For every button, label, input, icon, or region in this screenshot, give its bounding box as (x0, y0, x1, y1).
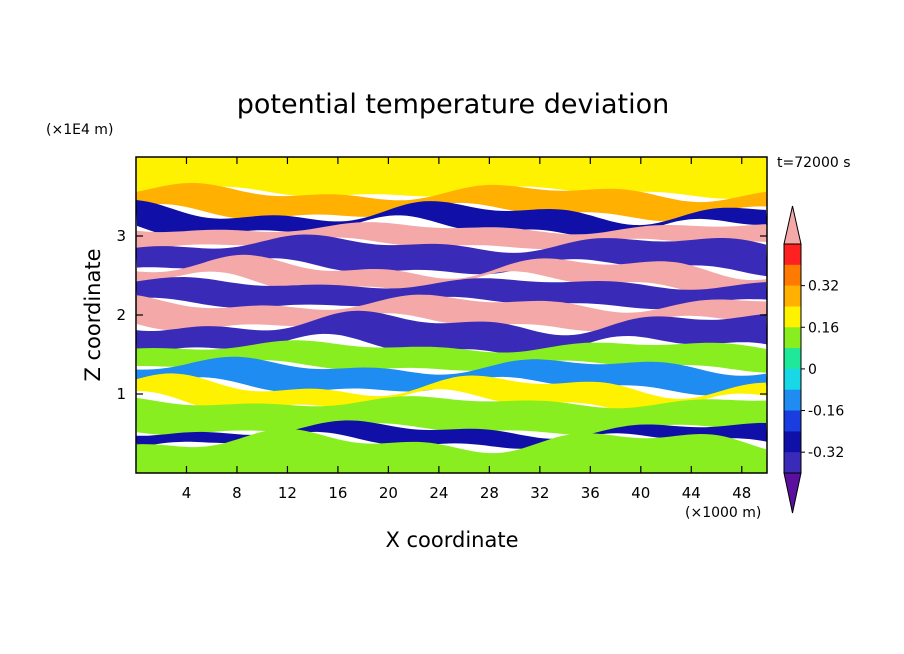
x-tick-label: 4 (182, 484, 192, 502)
heatmap-band (136, 340, 767, 373)
x-tick-label: 28 (480, 484, 499, 502)
colorbar-tick-label: 0.32 (808, 279, 839, 295)
x-tick-label: 12 (278, 484, 297, 502)
time-label: t=72000 s (777, 155, 851, 171)
x-axis: 4 8 12 16 20 24 28 32 36 40 44 48 (182, 157, 751, 502)
colorbar: 0.32 0.16 0 -0.16 -0.32 (783, 205, 844, 514)
plot-area (136, 157, 767, 473)
heatmap-band (136, 420, 767, 449)
heatmap-band (136, 396, 767, 435)
y-axis: 1 2 3 (116, 227, 767, 403)
colorbar-segment (784, 389, 801, 411)
heatmap-band (136, 200, 767, 240)
colorbar-segment (784, 410, 801, 432)
x-tick-label: 20 (379, 484, 398, 502)
heatmap-band (136, 310, 767, 357)
x-tick-label: 36 (581, 484, 600, 502)
colorbar-segment (784, 327, 801, 349)
colorbar-tick-label: -0.16 (808, 404, 844, 420)
y-tick-label: 2 (116, 306, 126, 324)
heatmap-band (136, 183, 767, 222)
x-tick-label: 44 (682, 484, 701, 502)
heatmap-band (136, 428, 767, 473)
y-axis-unit: (×1E4 m) (46, 122, 113, 138)
colorbar-segment (784, 452, 801, 474)
colorbar-tick-label: 0 (808, 362, 817, 378)
heatmap-band (136, 277, 767, 310)
chart-title: potential temperature deviation (237, 89, 669, 120)
colorbar-arrow-bottom (783, 472, 802, 514)
colorbar-segment (784, 285, 801, 307)
x-tick-label: 40 (631, 484, 650, 502)
colorbar-segment (784, 264, 801, 286)
colorbar-frame (783, 243, 802, 474)
x-axis-unit: (×1000 m) (685, 505, 761, 521)
x-tick-label: 48 (732, 484, 751, 502)
heatmap-band (136, 222, 767, 250)
y-axis-label: Z coordinate (81, 248, 105, 381)
colorbar-segment (784, 431, 801, 453)
heatmap-band (136, 157, 767, 199)
colorbar-segment (784, 348, 801, 370)
colorbar-arrow-top (783, 205, 802, 245)
y-tick-label: 3 (116, 227, 126, 245)
heatmap-band (136, 356, 767, 396)
colorbar-segment (784, 306, 801, 328)
y-tick-label: 1 (116, 385, 126, 403)
x-tick-label: 8 (232, 484, 242, 502)
colorbar-segment (784, 244, 801, 266)
x-tick-label: 32 (530, 484, 549, 502)
heatmap-band (136, 294, 767, 332)
colorbar-segment (784, 368, 801, 391)
colorbar-tick-label: 0.16 (808, 320, 839, 336)
heatmap-band (136, 373, 767, 414)
colorbar-tick-label: -0.32 (808, 445, 844, 461)
heatmap-band (136, 234, 767, 277)
x-tick-label: 24 (429, 484, 448, 502)
x-axis-label: X coordinate (385, 528, 518, 552)
x-tick-label: 16 (328, 484, 347, 502)
